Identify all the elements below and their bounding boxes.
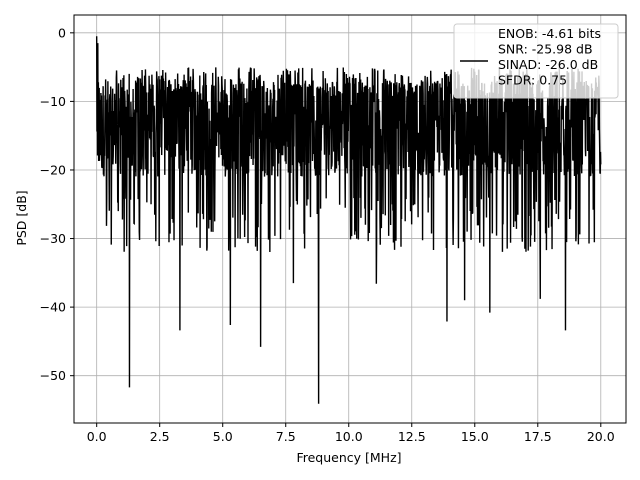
legend-entry: SINAD: -26.0 dB: [498, 57, 598, 72]
x-tick-label: 10.0: [335, 429, 363, 444]
y-tick-label: −40: [40, 300, 66, 315]
x-tick-label: 7.5: [276, 429, 296, 444]
x-axis-ticks: 0.0 2.5 5.0 7.5 10.0 12.5 15.0 17.5 20.0: [87, 423, 615, 444]
plot-area-border: [73, 14, 627, 424]
y-axis-label: PSD [dB]: [14, 190, 29, 245]
x-tick-label: 0.0: [87, 429, 107, 444]
y-tick-label: −30: [40, 231, 66, 246]
x-tick-label: 2.5: [150, 429, 170, 444]
x-tick-label: 5.0: [213, 429, 233, 444]
legend-box: [453, 23, 619, 99]
y-axis-ticks: 0 −10 −20 −30 −40 −50: [40, 25, 74, 383]
x-tick-label: 20.0: [587, 429, 615, 444]
x-tick-label: 15.0: [461, 429, 489, 444]
x-tick-label: 12.5: [398, 429, 426, 444]
y-tick-label: −20: [40, 162, 66, 177]
legend-entry: SNR: -25.98 dB: [498, 42, 593, 57]
y-tick-label: 0: [58, 25, 66, 40]
x-tick-label: 17.5: [524, 429, 552, 444]
axes-frame: [73, 14, 627, 424]
y-tick-label: −10: [40, 94, 66, 109]
legend-entry: SFDR: 0.75: [498, 73, 567, 88]
y-tick-label: −50: [40, 368, 66, 383]
x-axis-label: Frequency [MHz]: [296, 450, 401, 465]
legend-entry: ENOB: -4.61 bits: [498, 26, 601, 41]
